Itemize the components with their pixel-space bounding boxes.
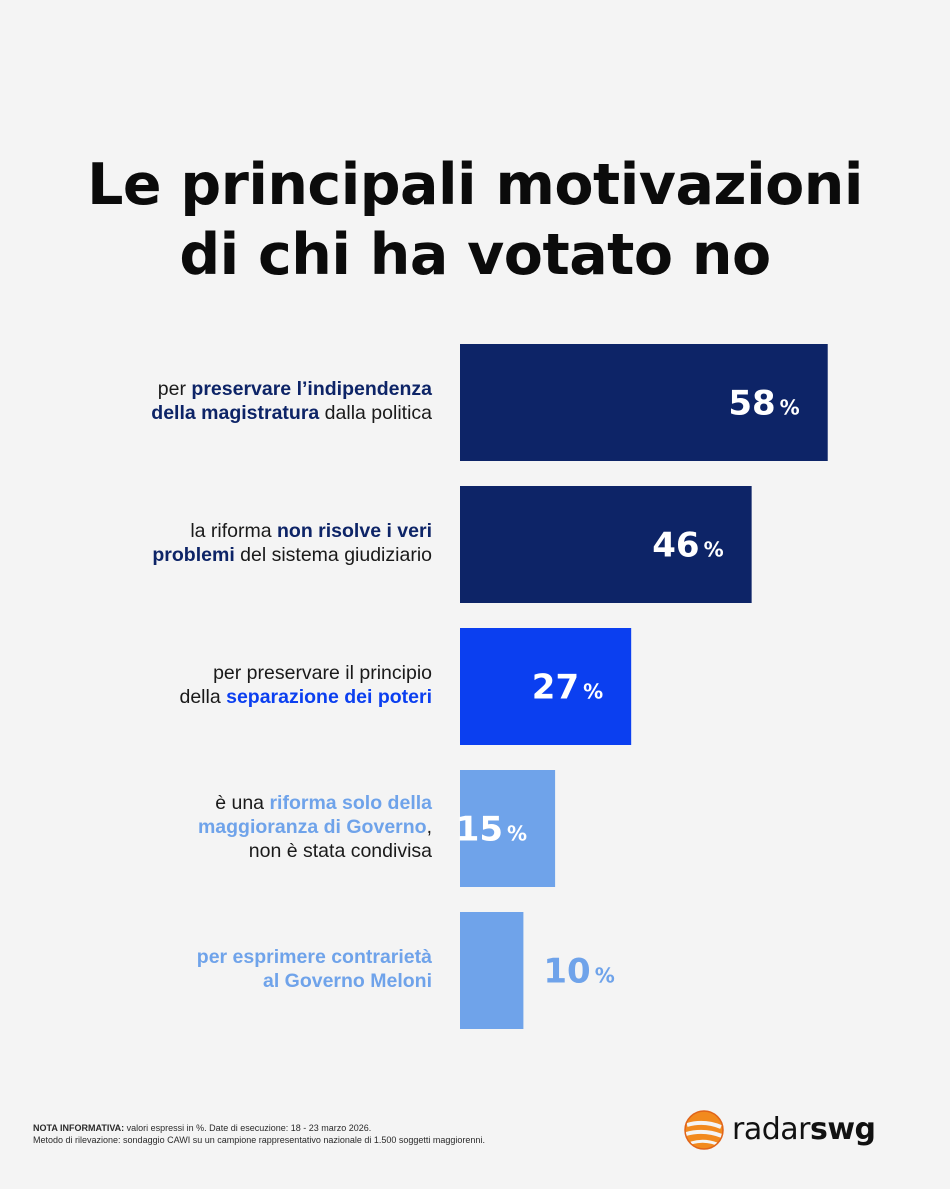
value-number-5: 10 (543, 952, 590, 992)
value-unit-3: % (583, 680, 603, 704)
value-label-1: 58% (728, 384, 799, 424)
logo-word-radar: radar (732, 1112, 810, 1147)
chart-title-line-2: di chi ha votato no (179, 222, 771, 288)
category-label-3: per preservare il principio della separaz… (179, 661, 432, 708)
value-unit-2: % (704, 538, 724, 562)
value-unit-1: % (780, 396, 800, 420)
radar-globe-icon (684, 1110, 724, 1150)
footnote: NOTA INFORMATIVA: valori espressi in %. … (33, 1122, 485, 1146)
value-label-3: 27% (532, 668, 603, 708)
value-number-3: 27 (532, 668, 579, 708)
logo-wordmark: radarswg (732, 1108, 876, 1152)
category-label-1: per preservare l’indipendenza della magis… (151, 377, 432, 424)
category-label-4: è una riforma solo della maggioranza di G… (197, 791, 432, 862)
value-label-2: 46% (652, 526, 723, 566)
value-label-5: 10% (543, 952, 614, 992)
value-number-1: 58 (728, 384, 775, 424)
footnote-dates: valori espressi in %. Date di esecuzione… (124, 1123, 372, 1133)
value-number-4: 15 (456, 810, 503, 850)
bar-5 (460, 912, 524, 1029)
category-label-2: la riforma non risolve i veri problemi de… (152, 519, 432, 566)
category-label-5: per esprimere contrarietà al Governo Melo… (196, 945, 432, 992)
value-number-2: 46 (652, 526, 699, 566)
footnote-line-2: Metodo di rilevazione: sondaggio CAWI su… (33, 1135, 485, 1145)
footnote-label: NOTA INFORMATIVA: (33, 1123, 125, 1133)
value-unit-4: % (507, 822, 527, 846)
bar-1 (460, 344, 828, 461)
bar-4 (460, 770, 556, 887)
radar-swg-logo: radarswg (682, 1105, 876, 1155)
bar-3 (460, 628, 632, 745)
value-label-4: 15% (456, 810, 527, 850)
chart-title-line-1: Le principali motivazioni (87, 152, 863, 218)
chart-title: Le principali motivazioni di chi ha vota… (0, 150, 950, 290)
logo-word-swg: swg (809, 1112, 876, 1147)
bar-2 (460, 486, 752, 603)
value-unit-5: % (595, 964, 615, 988)
footnote-line-1: NOTA INFORMATIVA: valori espressi in %. … (33, 1122, 485, 1134)
